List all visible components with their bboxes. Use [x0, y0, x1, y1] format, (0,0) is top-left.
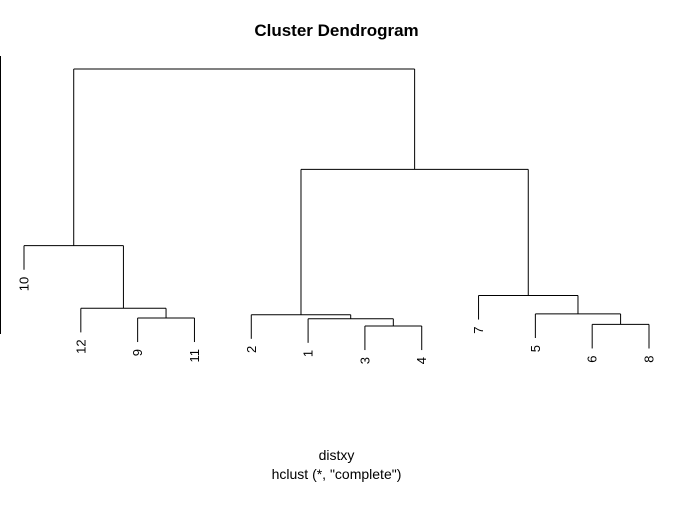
leaf-label: 8	[642, 355, 657, 362]
leaf-label: 7	[471, 327, 486, 334]
leaf-label: 12	[73, 339, 88, 353]
dendrogram-tree	[23, 68, 650, 351]
leaf-label: 9	[130, 349, 145, 356]
leaf-label: 4	[414, 357, 429, 364]
leaf-label: 10	[17, 277, 32, 291]
leaf-label: 2	[244, 346, 259, 353]
x-axis-label: distxy	[319, 447, 355, 463]
leaf-label: 5	[528, 345, 543, 352]
leaf-label: 3	[357, 357, 372, 364]
leaf-label: 11	[187, 349, 202, 363]
chart-title: Cluster Dendrogram	[254, 21, 418, 40]
leaf-labels: 10 12 9 11 2 1 3 4 7 5 6 8	[17, 277, 657, 365]
method-subtitle: hclust (*, "complete")	[272, 466, 402, 482]
leaf-label: 1	[301, 350, 316, 357]
leaf-label: 6	[585, 355, 600, 362]
